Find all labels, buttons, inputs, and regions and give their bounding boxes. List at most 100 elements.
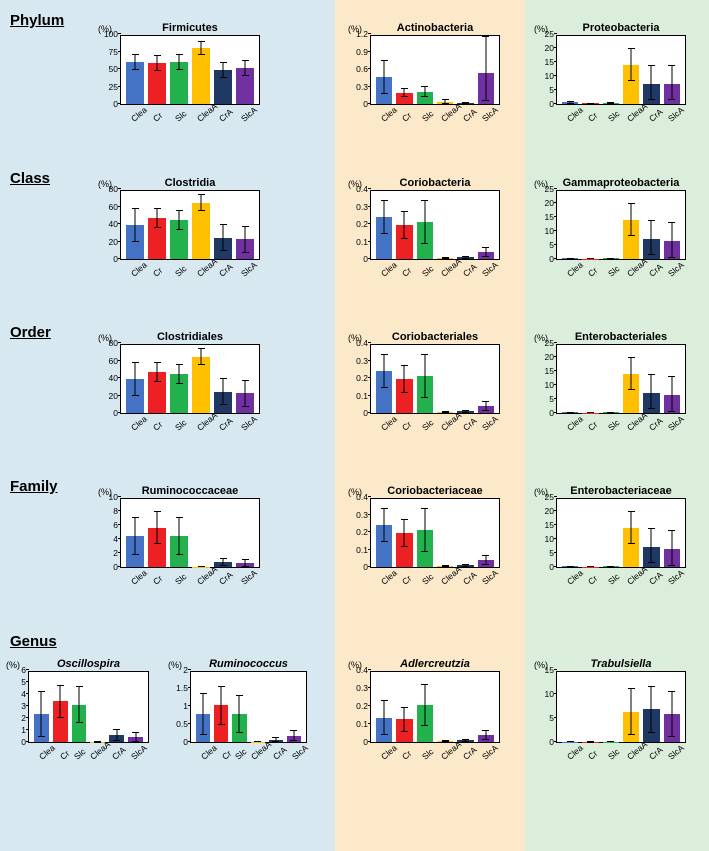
error-bar [157, 511, 158, 544]
error-bar [135, 208, 136, 242]
plot-area: 0255075100CleaCrSlcCleaACrASlcA [120, 35, 260, 105]
error-bar [245, 60, 246, 76]
error-bar [404, 519, 405, 546]
error-bar [201, 348, 202, 365]
bars-container [557, 499, 685, 567]
bars-container [557, 36, 685, 104]
x-labels: CleaCrSlcCleaACrASlcA [557, 742, 685, 752]
bar [562, 672, 578, 742]
bar [478, 191, 494, 259]
error-bar [631, 357, 632, 390]
y-tick-label: 0.1 [356, 545, 368, 555]
error-bar [245, 559, 246, 567]
y-tick-label: 60 [109, 202, 118, 212]
chart-title: Enterobacteriales [556, 331, 686, 343]
chart-adlercreutzia: Adlercreutzia(%)00.10.20.30.4CleaCrSlcCl… [370, 658, 500, 743]
y-unit-label: (%) [6, 660, 20, 670]
error-bar [245, 380, 246, 407]
bar [623, 672, 639, 742]
bar [582, 191, 598, 259]
chart-clostridiales: Clostridiales(%)020406080CleaCrSlcCleaAC… [120, 331, 260, 414]
chart-actinobacteria: Actinobacteria(%)00.30.60.91.2CleaCrSlcC… [370, 22, 500, 105]
bar [214, 672, 228, 742]
x-labels: CleaCrSlcCleaACrASlcA [371, 413, 499, 423]
error-bar [671, 376, 672, 411]
bars-container [121, 191, 259, 259]
bar [90, 672, 105, 742]
y-tick-label: 25 [545, 338, 554, 348]
y-unit-label: (%) [168, 660, 182, 670]
error-bar [404, 365, 405, 392]
error-bar [651, 528, 652, 563]
error-bar [384, 60, 385, 94]
plot-area: 00.30.60.91.2CleaCrSlcCleaACrASlcA [370, 35, 500, 105]
error-bar [245, 226, 246, 253]
error-bar [485, 401, 486, 411]
y-tick-label: 2 [113, 548, 118, 558]
y-tick-label: 0 [113, 562, 118, 572]
bar [643, 672, 659, 742]
bar [192, 36, 210, 104]
bar [562, 191, 578, 259]
y-tick-label: 0.3 [356, 82, 368, 92]
y-tick-label: 0.2 [356, 701, 368, 711]
bar [437, 345, 453, 413]
y-tick-label: 0.9 [356, 47, 368, 57]
x-labels: CleaCrSlcCleaACrASlcA [557, 567, 685, 577]
error-bar [135, 362, 136, 396]
y-tick-label: 4 [21, 689, 26, 699]
y-tick-label: 10 [545, 226, 554, 236]
chart-coriobacteriales: Coriobacteriales(%)00.10.20.30.4CleaCrSl… [370, 331, 500, 414]
bar [623, 499, 639, 567]
y-tick-label: 60 [109, 356, 118, 366]
bar [376, 499, 392, 567]
y-tick-label: 0.2 [356, 527, 368, 537]
chart-coriobacteriaceae: Coriobacteriaceae(%)00.10.20.30.4CleaCrS… [370, 485, 500, 568]
y-tick-label: 0.3 [356, 683, 368, 693]
bar-fill [192, 48, 210, 104]
y-tick-label: 0 [549, 254, 554, 264]
bar [562, 345, 578, 413]
y-tick-label: 20 [545, 198, 554, 208]
chart-proteobacteria: Proteobacteria(%)0510152025CleaCrSlcClea… [556, 22, 686, 105]
y-tick-label: 0.3 [356, 510, 368, 520]
plot-area: 051015CleaCrSlcCleaACrASlcA [556, 671, 686, 743]
error-bar [384, 354, 385, 388]
bar [562, 36, 578, 104]
chart-title: Trabulsiella [556, 658, 686, 670]
error-bar [179, 54, 180, 70]
bar [478, 672, 494, 742]
error-bar [221, 686, 222, 725]
y-tick-label: 0.1 [356, 237, 368, 247]
y-tick-label: 0 [183, 737, 188, 747]
bar [457, 191, 473, 259]
error-bar [424, 200, 425, 244]
x-labels: CleaCrSlcCleaACrASlcA [557, 259, 685, 269]
y-tick-label: 0 [363, 408, 368, 418]
bars-container [371, 36, 499, 104]
error-bar [135, 517, 136, 555]
chart-gammaproteobacteria: Gammaproteobacteria(%)0510152025CleaCrSl… [556, 177, 686, 260]
bar [582, 36, 598, 104]
error-bar [384, 700, 385, 735]
chart-title: Actinobacteria [370, 22, 500, 34]
bar [396, 672, 412, 742]
error-bar [485, 555, 486, 565]
chart-title: Gammaproteobacteria [556, 177, 686, 189]
x-labels: CleaCrSlcCleaACrASlcA [121, 413, 259, 423]
bar [126, 36, 144, 104]
x-labels: CleaCrSlcCleaACrASlcA [371, 742, 499, 752]
bar [396, 499, 412, 567]
bar [376, 191, 392, 259]
y-tick-label: 0 [363, 99, 368, 109]
bars-container [191, 672, 306, 742]
y-tick-label: 10 [545, 689, 554, 699]
chart-title: Coriobacteriales [370, 331, 500, 343]
y-tick-label: 8 [113, 506, 118, 516]
bar [236, 36, 254, 104]
y-tick-label: 80 [109, 338, 118, 348]
error-bar [651, 374, 652, 409]
row-label: Family [10, 478, 58, 495]
row-label: Phylum [10, 12, 64, 29]
y-tick-label: 1.5 [176, 683, 188, 693]
